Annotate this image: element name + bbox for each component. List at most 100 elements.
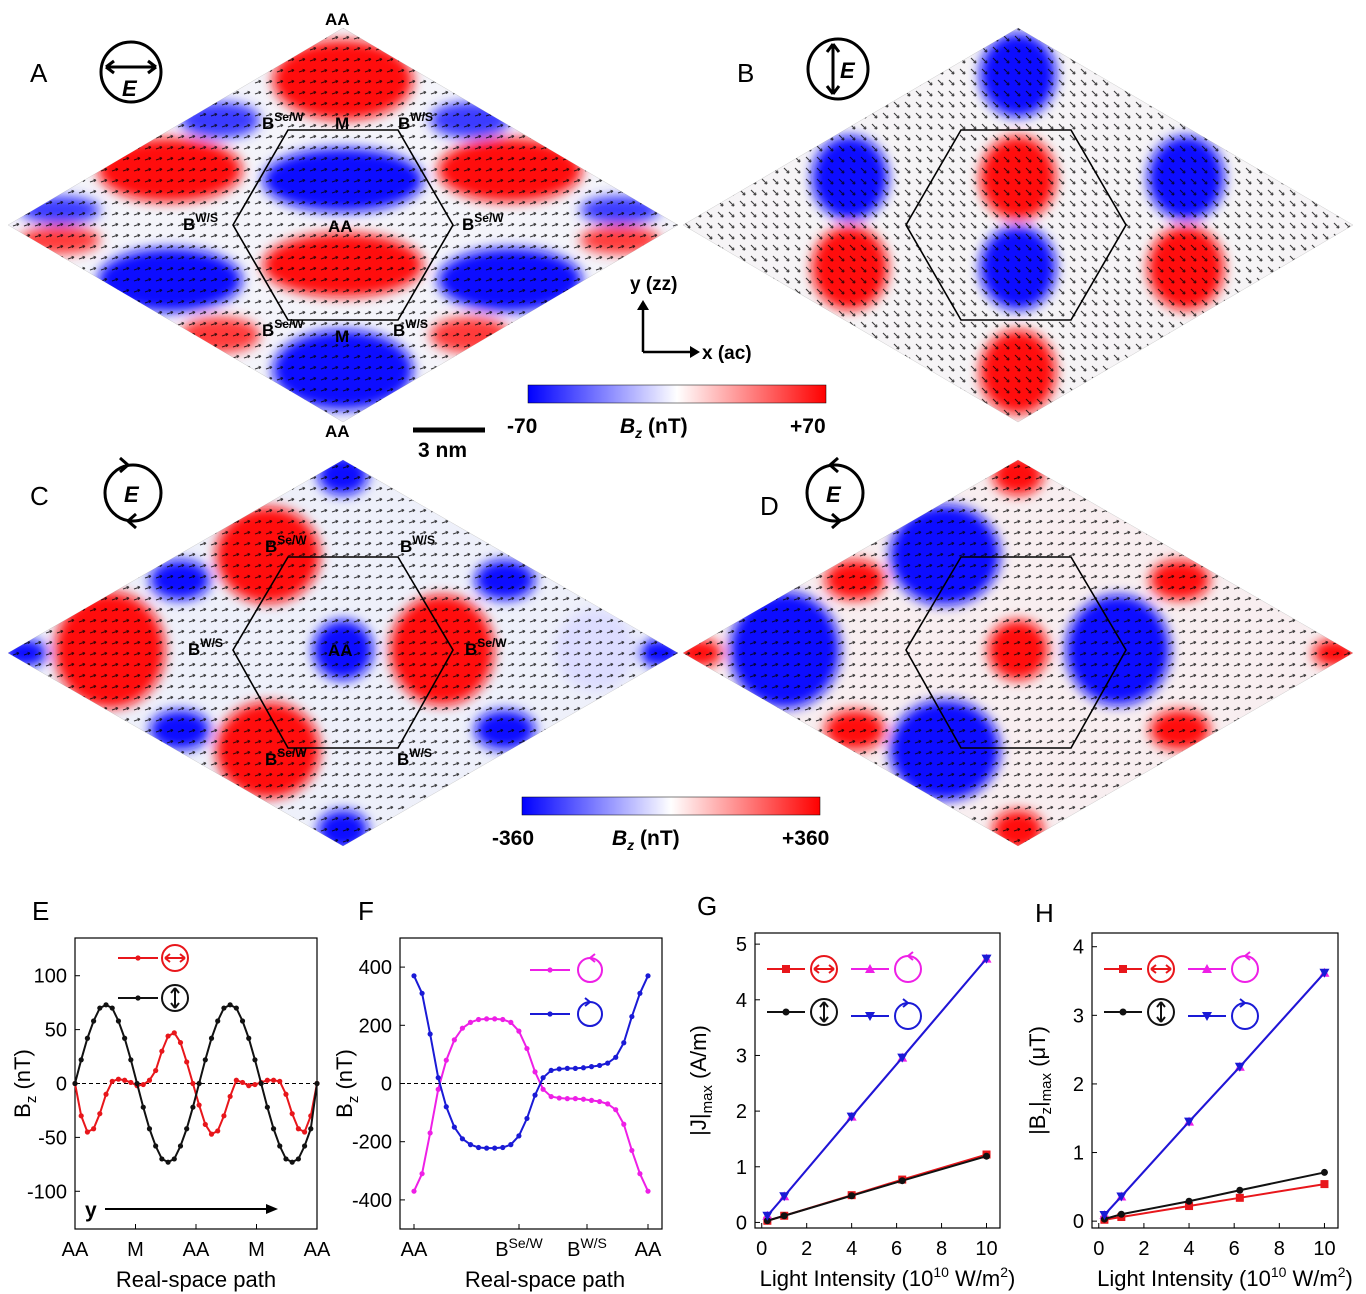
data-point	[128, 1079, 134, 1086]
data-point	[532, 1069, 538, 1075]
data-point	[301, 1129, 308, 1135]
panel-label-c: C	[30, 481, 49, 511]
data-point	[556, 1066, 562, 1072]
data-point	[264, 1104, 270, 1110]
data-point	[78, 1057, 84, 1063]
y-tick-label: -200	[352, 1132, 392, 1154]
arrow-head	[1244, 951, 1251, 961]
data-point	[548, 1093, 554, 1100]
x-axis-label: Light Intensity (1010 W/m2)	[760, 1264, 1016, 1291]
data-point	[443, 1104, 449, 1110]
data-point	[91, 1126, 97, 1132]
data-point	[516, 1028, 522, 1034]
data-point	[516, 1133, 522, 1139]
data-point	[314, 1080, 320, 1087]
ring	[894, 1002, 922, 1030]
data-point	[500, 1144, 506, 1151]
legend-marker	[135, 955, 141, 961]
x-tick-label: BSe/W	[495, 1235, 543, 1261]
label-m-bottom: M	[335, 327, 349, 346]
label-bsew-right: BSe/W	[465, 636, 507, 659]
data-point	[467, 1142, 474, 1148]
data-point	[427, 1031, 433, 1037]
polarization-icon-b: E	[806, 37, 870, 101]
circular-left-icon	[577, 953, 603, 983]
linear-horizontal-icon	[810, 955, 838, 983]
panel-label-d: D	[760, 491, 779, 521]
x-tick-label: AA	[304, 1239, 331, 1261]
series-black	[72, 1002, 320, 1165]
data-point	[596, 1062, 603, 1069]
linear-vertical-icon	[161, 984, 189, 1012]
colorbar-bottom-min: -360	[492, 827, 534, 850]
data-point	[1202, 964, 1212, 973]
x-axis-label: Real-space path	[116, 1267, 276, 1292]
ring	[1231, 955, 1259, 983]
x-tick-label: 2	[801, 1238, 812, 1260]
data-point	[134, 1080, 140, 1087]
series-line	[1104, 1183, 1325, 1221]
data-point	[227, 1093, 233, 1100]
data-point	[532, 1092, 538, 1098]
arrow-heads	[819, 1001, 829, 1023]
data-point	[208, 1131, 215, 1137]
panel-label-e: E	[32, 896, 49, 926]
label-bsew: BSe/W	[265, 533, 307, 556]
y-tick-label: 100	[34, 966, 67, 988]
data-point	[580, 1065, 587, 1071]
data-point	[1185, 1202, 1194, 1211]
data-point	[637, 990, 643, 996]
data-point	[109, 1005, 115, 1011]
data-point	[865, 964, 875, 973]
y-tick-label: -50	[38, 1127, 67, 1149]
panel-c-map	[7, 459, 679, 847]
axes-inset: y (zz) x (ac)	[630, 274, 752, 364]
label-bws: BW/S	[400, 533, 435, 556]
ring	[1147, 998, 1175, 1026]
chart-h: 0 1 2 3 4 0 2 4 6 8 10 Light Intensity (1010 W/m2) |…	[1025, 932, 1353, 1291]
label-aa-center: AA	[328, 641, 353, 660]
data-point	[645, 1188, 651, 1194]
data-point	[128, 1057, 134, 1063]
data-point	[435, 1075, 441, 1081]
x-tick-label: 0	[1093, 1238, 1104, 1260]
data-point	[524, 1045, 530, 1052]
data-point	[190, 1080, 196, 1087]
data-point	[289, 1111, 295, 1117]
data-point	[246, 1083, 252, 1089]
y-tick-label: 2	[1073, 1074, 1084, 1096]
y-tick-label: 0	[56, 1074, 67, 1096]
data-point	[1320, 1168, 1328, 1176]
axis-x-label: x (ac)	[702, 343, 752, 364]
data-point	[196, 1102, 202, 1108]
linear-horizontal-icon	[161, 944, 189, 972]
panel-a-site-labels: AA AA AA M M BSe/W BW/S BW/S BSe/W BSe/W…	[183, 10, 504, 441]
data-point	[202, 1057, 208, 1063]
label-bws-bottom: BW/S	[397, 746, 432, 769]
data-point	[1117, 1210, 1125, 1218]
data-point	[289, 1159, 295, 1165]
polarization-icon-c: E	[103, 456, 163, 530]
data-point	[140, 1104, 146, 1110]
data-point	[177, 1143, 184, 1149]
label-aa-center: AA	[328, 217, 353, 236]
y-tick-label: 4	[1073, 937, 1084, 959]
chart-g: 0 1 2 3 4 5 0 2 4 6 8 10 Light Intensity (1010 W/m2)…	[686, 932, 1016, 1291]
arrow-head	[1239, 998, 1246, 1008]
colorbar-bottom-max: +360	[782, 827, 829, 850]
x-axis-label: Light Intensity (1010 W/m2)	[1097, 1264, 1353, 1291]
circular-left-icon	[1231, 951, 1259, 983]
data-point	[122, 1035, 128, 1041]
y-tick-label: 2	[736, 1101, 747, 1123]
data-point	[84, 1035, 91, 1041]
data-point	[540, 1086, 546, 1092]
data-point	[484, 1016, 490, 1022]
circular-left-icon	[894, 951, 922, 983]
series-line	[766, 957, 988, 1217]
x-tick-label: 0	[756, 1238, 767, 1260]
panel-label-f: F	[358, 896, 374, 926]
ring	[577, 1001, 603, 1027]
data-point	[1202, 1012, 1212, 1021]
data-point	[91, 1018, 97, 1024]
data-point	[171, 1156, 177, 1162]
